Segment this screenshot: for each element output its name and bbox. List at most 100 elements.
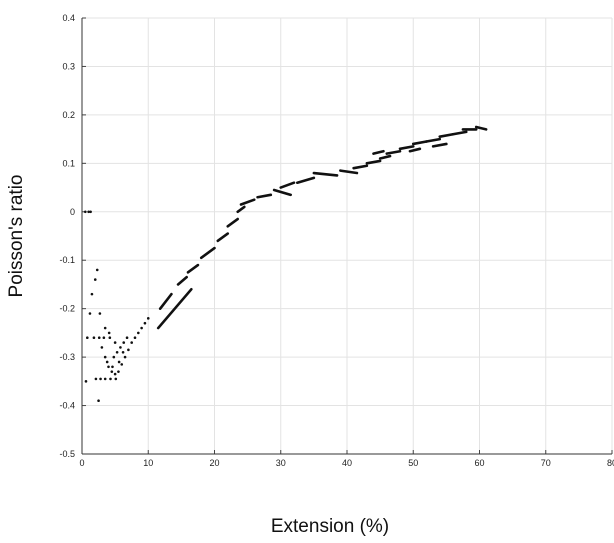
data-point xyxy=(108,336,112,340)
data-segment xyxy=(385,149,402,155)
data-point xyxy=(130,341,133,344)
x-tick-label: 30 xyxy=(276,458,286,468)
data-segment xyxy=(378,154,392,160)
data-point xyxy=(113,341,117,344)
data-point xyxy=(123,355,127,359)
data-point xyxy=(127,348,130,352)
x-tick-label: 10 xyxy=(143,458,153,468)
x-tick-label: 70 xyxy=(541,458,551,468)
y-tick-label: -0.5 xyxy=(59,449,75,459)
y-tick-label: 0.2 xyxy=(62,110,75,120)
y-tick-label: -0.1 xyxy=(59,255,75,265)
data-point xyxy=(98,312,102,315)
data-segment xyxy=(296,176,316,185)
data-point xyxy=(105,360,109,364)
data-point xyxy=(90,292,94,296)
x-tick-label: 60 xyxy=(474,458,484,468)
x-tick-label: 20 xyxy=(209,458,219,468)
data-point xyxy=(115,350,119,354)
y-tick-label: 0.4 xyxy=(62,13,75,23)
data-point xyxy=(103,326,107,330)
data-segment xyxy=(239,198,256,206)
data-segment xyxy=(438,132,455,138)
data-segment xyxy=(272,188,292,197)
data-point xyxy=(107,331,111,335)
x-axis-label: Extension (%) xyxy=(271,516,389,537)
data-segment xyxy=(216,232,230,243)
data-point xyxy=(94,377,98,381)
data-point xyxy=(84,380,88,383)
data-point xyxy=(97,336,101,340)
y-tick-label: -0.3 xyxy=(59,352,75,362)
data-point xyxy=(117,370,120,373)
data-point xyxy=(117,360,121,364)
y-tick-label: -0.4 xyxy=(59,401,75,411)
data-point xyxy=(137,331,140,335)
data-segment xyxy=(372,149,385,155)
x-tick-label: 0 xyxy=(79,458,84,468)
x-tick-label: 80 xyxy=(607,458,614,468)
data-point xyxy=(100,346,104,349)
data-point xyxy=(125,336,129,340)
data-point xyxy=(92,336,96,340)
data-point xyxy=(120,363,124,366)
data-segment xyxy=(156,287,193,330)
y-axis-label: Poisson's ratio xyxy=(6,175,27,298)
data-point xyxy=(109,377,112,381)
data-point xyxy=(88,312,92,315)
data-point xyxy=(97,399,100,403)
data-point xyxy=(133,336,137,340)
data-point xyxy=(103,377,107,381)
data-point xyxy=(84,210,87,214)
data-segment xyxy=(398,145,415,151)
data-segment xyxy=(312,171,339,177)
data-segment xyxy=(451,130,468,136)
data-point xyxy=(140,326,143,330)
data-segment xyxy=(256,193,273,199)
data-segment xyxy=(474,125,488,131)
data-point xyxy=(114,377,118,381)
data-point xyxy=(103,355,107,359)
data-point xyxy=(87,210,90,214)
x-tick-label: 40 xyxy=(342,458,352,468)
y-tick-label: 0.1 xyxy=(62,158,75,168)
data-point xyxy=(121,350,125,354)
data-segment xyxy=(352,164,369,170)
data-point xyxy=(89,210,92,214)
axes xyxy=(81,17,613,455)
data-point xyxy=(119,346,122,349)
y-tick-label: 0 xyxy=(70,207,75,217)
data-segment xyxy=(431,142,448,148)
data-segment xyxy=(411,140,428,146)
data-segment xyxy=(279,181,296,189)
data-segment xyxy=(186,263,200,274)
data-point xyxy=(143,321,147,325)
data-point xyxy=(112,355,116,359)
data-point xyxy=(93,278,97,281)
tick-labels: 0 10 20 30 40 50 60 70 80 -0.5 -0.4 -0.3 -0.2 -0.1 0 0.… xyxy=(59,13,614,468)
data-segment xyxy=(236,205,246,214)
data-segment xyxy=(408,147,422,153)
data-segment xyxy=(158,292,173,310)
data-point xyxy=(99,377,102,381)
data-point xyxy=(111,365,114,369)
data-segment xyxy=(199,246,216,260)
y-tick-label: 0.3 xyxy=(62,61,75,71)
data-segment xyxy=(176,275,188,286)
data-point xyxy=(146,317,150,320)
y-tick-label: -0.2 xyxy=(59,304,75,314)
data-point xyxy=(110,370,114,373)
data-segment xyxy=(365,159,382,165)
data-marks xyxy=(84,125,488,403)
data-segment xyxy=(339,169,359,175)
data-segment xyxy=(425,137,442,143)
x-tick-label: 50 xyxy=(408,458,418,468)
data-point xyxy=(113,372,117,376)
data-point xyxy=(107,365,110,369)
data-point xyxy=(95,268,99,272)
data-point xyxy=(122,341,126,344)
data-point xyxy=(102,336,106,340)
data-segment xyxy=(226,217,239,228)
data-point xyxy=(86,336,89,340)
